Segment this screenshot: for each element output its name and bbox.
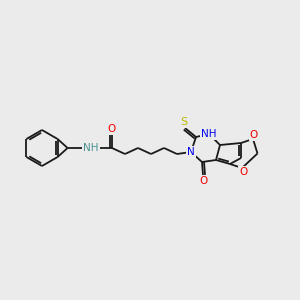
Text: S: S <box>180 117 188 127</box>
Text: O: O <box>239 167 247 177</box>
Text: O: O <box>250 130 258 140</box>
Text: N: N <box>187 147 195 157</box>
Text: NH: NH <box>83 143 99 153</box>
Text: O: O <box>199 176 207 186</box>
Text: N: N <box>187 147 195 157</box>
Text: NH: NH <box>201 129 217 139</box>
Text: O: O <box>108 124 116 134</box>
